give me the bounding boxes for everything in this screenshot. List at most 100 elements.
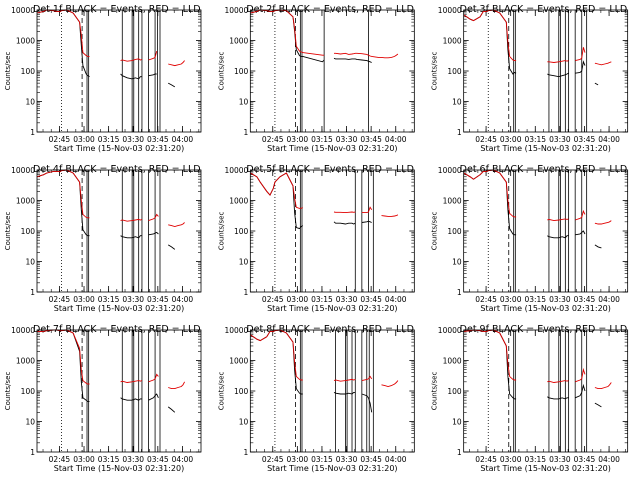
panel-det-9f: Det 9f BLACK = Events, RED = LLD 1 10 100 10… xyxy=(431,324,629,473)
series-line-events xyxy=(463,329,602,408)
panel-det-4f: Det 4f BLACK = Events, RED = LLD 1 10 100 10… xyxy=(4,164,202,313)
y-axis-label: Counts/sec xyxy=(431,212,439,251)
series-line-events xyxy=(36,169,176,250)
x-tick-label: 04:00 xyxy=(598,135,620,144)
x-tick-label: 03:15 xyxy=(524,295,546,304)
x-tick-label: 02:45 xyxy=(262,295,284,304)
series-line-lld xyxy=(463,329,612,390)
x-tick-label: 03:30 xyxy=(549,135,571,144)
y-tick-label: 10000 xyxy=(11,166,35,175)
x-axis-label: Start Time (15-Nov-03 02:31:20) xyxy=(480,304,610,313)
x-tick-label: 02:45 xyxy=(475,135,497,144)
x-tick-label: 03:00 xyxy=(500,455,522,464)
panel-title: Det 3f BLACK = Events, RED = LLD xyxy=(460,4,628,15)
series-line-events xyxy=(36,9,176,88)
series-line-events xyxy=(250,172,372,230)
y-tick-label: 100 xyxy=(234,387,249,396)
x-tick-label: 04:00 xyxy=(385,295,407,304)
x-axis-label: Start Time (15-Nov-03 02:31:20) xyxy=(54,304,184,313)
x-tick-label: 03:00 xyxy=(73,455,95,464)
y-tick-label: 10000 xyxy=(224,6,248,15)
series-line-lld xyxy=(463,9,612,66)
x-tick-label: 04:00 xyxy=(598,455,620,464)
y-tick-label: 10 xyxy=(239,258,249,267)
y-tick-label: 10000 xyxy=(438,326,462,335)
y-tick-label: 1000 xyxy=(443,37,462,46)
plot-frame xyxy=(36,169,202,293)
x-tick-label: 03:15 xyxy=(311,455,333,464)
y-axis-label: Counts/sec xyxy=(4,212,12,251)
x-tick-label: 04:00 xyxy=(385,135,407,144)
plot-frame xyxy=(463,329,629,453)
x-tick-label: 03:15 xyxy=(311,295,333,304)
plot-frame xyxy=(249,169,415,293)
y-axis-label: Counts/sec xyxy=(217,212,225,251)
y-axis-label: Counts/sec xyxy=(217,52,225,91)
panel-title: Det 8f BLACK = Events, RED = LLD xyxy=(246,324,414,335)
panel-title: Det 1f BLACK = Events, RED = LLD xyxy=(33,4,201,15)
y-tick-label: 1000 xyxy=(16,357,35,366)
series-line-events xyxy=(250,329,373,413)
series-line-lld xyxy=(250,329,399,387)
series-line-events xyxy=(37,329,176,413)
series-line-events xyxy=(250,9,372,63)
panel-det-7f: Det 7f BLACK = Events, RED = LLD 1 10 100 10… xyxy=(4,324,202,473)
series-line-events xyxy=(463,9,599,86)
x-axis-label: Start Time (15-Nov-03 02:31:20) xyxy=(54,144,184,153)
y-tick-label: 10 xyxy=(452,258,462,267)
y-tick-label: 1000 xyxy=(229,37,248,46)
x-tick-label: 02:45 xyxy=(262,455,284,464)
x-tick-label: 02:45 xyxy=(49,455,71,464)
x-tick-label: 04:00 xyxy=(172,455,194,464)
y-tick-label: 1 xyxy=(30,448,35,457)
y-tick-label: 10000 xyxy=(438,6,462,15)
y-tick-label: 100 xyxy=(234,227,249,236)
x-tick-label: 03:30 xyxy=(549,455,571,464)
x-tick-label: 03:30 xyxy=(336,455,358,464)
y-tick-label: 10 xyxy=(239,98,249,107)
x-tick-label: 03:00 xyxy=(287,295,309,304)
y-tick-label: 1 xyxy=(244,288,249,297)
series-line-events xyxy=(463,169,602,249)
x-tick-label: 03:00 xyxy=(287,135,309,144)
y-tick-label: 100 xyxy=(21,67,36,76)
series-line-lld xyxy=(36,169,185,227)
y-tick-label: 100 xyxy=(234,67,249,76)
x-axis-label: Start Time (15-Nov-03 02:31:20) xyxy=(480,144,610,153)
y-tick-label: 1000 xyxy=(443,197,462,206)
x-tick-label: 03:30 xyxy=(122,455,144,464)
y-tick-label: 1000 xyxy=(16,37,35,46)
plot-frame xyxy=(249,329,415,453)
plot-frame xyxy=(36,9,202,133)
y-tick-label: 1000 xyxy=(16,197,35,206)
x-tick-label: 03:45 xyxy=(360,295,382,304)
panel-title: Det 9f BLACK = Events, RED = LLD xyxy=(460,324,628,335)
x-tick-label: 03:00 xyxy=(73,135,95,144)
x-tick-label: 03:30 xyxy=(336,135,358,144)
panel-title: Det 6f BLACK = Events, RED = LLD xyxy=(460,164,628,175)
plot-frame xyxy=(249,9,415,133)
x-tick-label: 03:00 xyxy=(287,455,309,464)
y-tick-label: 10 xyxy=(25,418,35,427)
plot-frame xyxy=(463,9,629,133)
panel-title: Det 5f BLACK = Events, RED = LLD xyxy=(246,164,414,175)
y-tick-label: 10 xyxy=(25,98,35,107)
x-tick-label: 03:15 xyxy=(98,455,120,464)
y-tick-label: 10000 xyxy=(224,326,248,335)
x-tick-label: 03:45 xyxy=(147,135,169,144)
y-tick-label: 1000 xyxy=(443,357,462,366)
x-tick-label: 02:45 xyxy=(475,295,497,304)
x-tick-label: 02:45 xyxy=(49,135,71,144)
series-line-lld xyxy=(250,172,399,217)
x-tick-label: 03:00 xyxy=(73,295,95,304)
x-tick-label: 02:45 xyxy=(475,455,497,464)
x-tick-label: 03:15 xyxy=(98,295,120,304)
series-line-lld xyxy=(37,329,185,390)
x-axis-label: Start Time (15-Nov-03 02:31:20) xyxy=(54,464,184,473)
series-line-lld xyxy=(463,169,612,225)
x-tick-label: 04:00 xyxy=(172,135,194,144)
plot-frame xyxy=(463,169,629,293)
y-tick-label: 1000 xyxy=(229,197,248,206)
x-tick-label: 04:00 xyxy=(172,295,194,304)
